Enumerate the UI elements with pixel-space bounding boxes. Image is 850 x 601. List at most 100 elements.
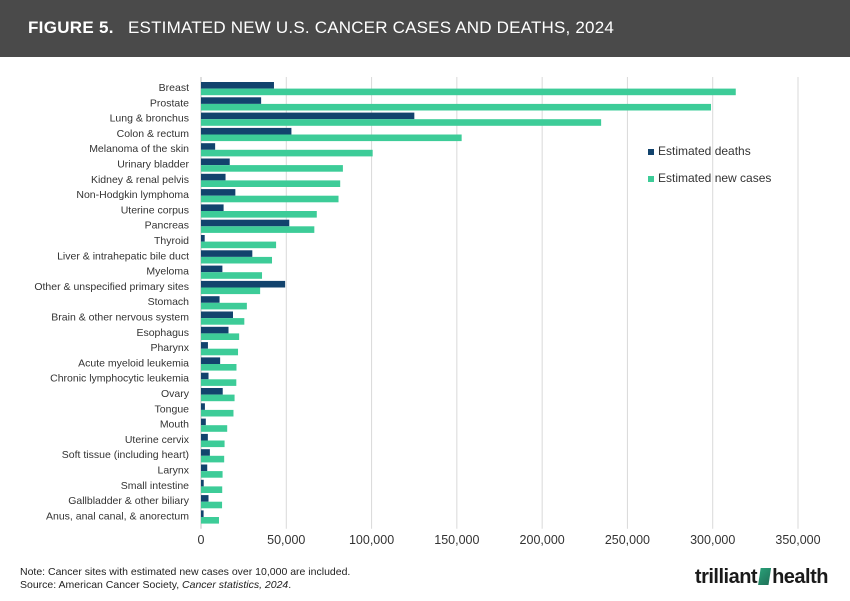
bar-estimated-deaths xyxy=(201,449,210,456)
category-label: Ovary xyxy=(161,388,190,400)
category-label: Brain & other nervous system xyxy=(51,312,189,324)
bar-estimated-deaths xyxy=(201,357,221,364)
bar-estimated-deaths xyxy=(201,372,209,380)
bar-estimated-new-cases xyxy=(201,394,235,402)
bar-estimated-new-cases xyxy=(201,103,712,111)
category-label: Lung & bronchus xyxy=(110,113,189,125)
brand-mark-icon xyxy=(758,568,772,585)
bar-estimated-new-cases xyxy=(201,501,223,509)
bar-estimated-new-cases xyxy=(201,195,339,203)
x-tick-label: 350,000 xyxy=(775,533,820,547)
bar-estimated-deaths xyxy=(201,219,290,227)
bar-estimated-new-cases xyxy=(201,517,219,524)
category-label: Chronic lymphocytic leukemia xyxy=(50,373,189,385)
bar-estimated-deaths xyxy=(201,189,236,196)
bar-estimated-new-cases xyxy=(201,302,247,310)
bar-estimated-deaths xyxy=(201,97,262,104)
bar-estimated-deaths xyxy=(201,204,224,211)
bar-estimated-new-cases xyxy=(201,287,261,295)
bar-estimated-new-cases xyxy=(201,333,240,340)
figure-header: FIGURE 5. ESTIMATED NEW U.S. CANCER CASE… xyxy=(0,0,850,57)
legend-swatch xyxy=(648,176,654,182)
bar-estimated-deaths xyxy=(201,143,216,150)
category-label: Anus, anal canal, & anorectum xyxy=(46,510,189,522)
bar-estimated-new-cases xyxy=(201,119,602,126)
category-label: Liver & intrahepatic bile duct xyxy=(57,250,189,262)
bar-estimated-deaths xyxy=(201,326,229,334)
bar-estimated-new-cases xyxy=(201,272,263,279)
bar-estimated-deaths xyxy=(201,433,208,441)
category-label: Other & unspecified primary sites xyxy=(34,281,189,293)
bar-estimated-deaths xyxy=(201,265,223,273)
bar-estimated-new-cases xyxy=(201,149,373,157)
category-label: Prostate xyxy=(150,97,189,109)
bar-estimated-deaths xyxy=(201,127,292,135)
bar-estimated-new-cases xyxy=(201,226,315,233)
category-label: Pancreas xyxy=(145,220,189,232)
bar-estimated-deaths xyxy=(201,495,209,502)
category-label: Myeloma xyxy=(146,266,189,278)
category-label: Urinary bladder xyxy=(117,159,189,171)
bar-estimated-deaths xyxy=(201,250,253,257)
bar-estimated-deaths xyxy=(201,510,204,517)
bar-estimated-deaths xyxy=(201,296,220,303)
bar-estimated-new-cases xyxy=(201,471,223,478)
legend-swatch xyxy=(648,149,654,155)
legend-label: Estimated deaths xyxy=(658,144,751,158)
bar-estimated-new-cases xyxy=(201,180,341,187)
bar-estimated-deaths xyxy=(201,403,205,410)
bar-estimated-new-cases xyxy=(201,134,462,142)
bar-estimated-deaths xyxy=(201,112,415,120)
bar-estimated-deaths xyxy=(201,280,286,288)
category-label: Acute myeloid leukemia xyxy=(78,357,189,369)
x-tick-label: 300,000 xyxy=(690,533,735,547)
bar-estimated-deaths xyxy=(201,479,204,487)
category-label: Soft tissue (including heart) xyxy=(62,449,189,461)
bar-estimated-deaths xyxy=(201,158,230,166)
bar-estimated-new-cases xyxy=(201,409,234,417)
figure-title: ESTIMATED NEW U.S. CANCER CASES AND DEAT… xyxy=(128,18,615,37)
source-note: Source: American Cancer Society, Cancer … xyxy=(20,579,291,591)
category-label: Gallbladder & other biliary xyxy=(68,495,190,507)
bar-estimated-deaths xyxy=(201,173,226,181)
source-prefix: Source: American Cancer Society, xyxy=(20,579,183,591)
category-label: Mouth xyxy=(160,419,189,431)
category-label: Larynx xyxy=(157,465,189,477)
bar-estimated-new-cases xyxy=(201,379,237,386)
category-label: Pharynx xyxy=(150,342,189,354)
bar-estimated-new-cases xyxy=(201,165,343,172)
x-tick-label: 50,000 xyxy=(267,533,305,547)
bar-estimated-new-cases xyxy=(201,348,239,356)
category-label: Tongue xyxy=(155,403,190,415)
source-title: Cancer statistics, 2024 xyxy=(182,579,289,591)
bar-estimated-deaths xyxy=(201,235,205,242)
x-tick-label: 250,000 xyxy=(605,533,650,547)
bar-estimated-new-cases xyxy=(201,364,237,371)
brand-logo: trilliant health xyxy=(694,566,829,589)
category-label: Small intestine xyxy=(121,480,189,492)
x-tick-label: 100,000 xyxy=(349,533,394,547)
category-label: Breast xyxy=(159,82,189,94)
legend-label: Estimated new cases xyxy=(658,171,771,185)
bar-estimated-deaths xyxy=(201,311,233,319)
category-label: Melanoma of the skin xyxy=(89,143,189,155)
bar-estimated-new-cases xyxy=(201,486,223,493)
brand-name-left: trilliant xyxy=(694,566,758,588)
category-label: Colon & rectum xyxy=(117,128,190,140)
bar-estimated-deaths xyxy=(201,388,223,395)
bar-estimated-new-cases xyxy=(201,455,225,463)
category-label: Kidney & renal pelvis xyxy=(91,174,189,186)
brand-name-right: health xyxy=(772,566,828,588)
figure-label: FIGURE 5. xyxy=(28,18,114,37)
bar-estimated-new-cases xyxy=(201,440,225,448)
x-tick-label: 200,000 xyxy=(520,533,565,547)
bar-estimated-new-cases xyxy=(201,318,245,325)
category-label: Esophagus xyxy=(136,327,189,339)
category-label: Thyroid xyxy=(154,235,189,247)
x-tick-label: 0 xyxy=(198,533,205,547)
bar-estimated-new-cases xyxy=(201,425,228,432)
bar-estimated-new-cases xyxy=(201,211,317,218)
x-tick-label: 150,000 xyxy=(434,533,479,547)
bar-estimated-deaths xyxy=(201,418,206,426)
bar-chart: 0 50,000 100,000 150,000 200,000 250,000 300,0… xyxy=(34,77,821,547)
